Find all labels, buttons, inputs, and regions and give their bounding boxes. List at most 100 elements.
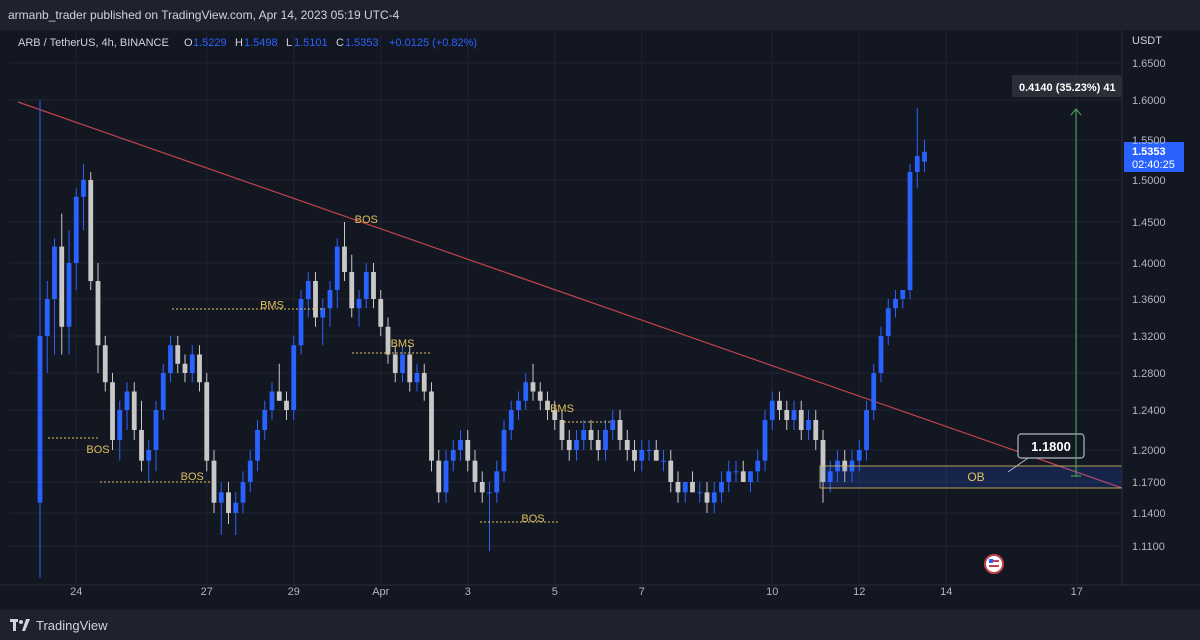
legend-l-label: L: [286, 37, 292, 49]
candle-body: [450, 450, 456, 461]
candle-body: [733, 471, 739, 473]
candle-body: [893, 299, 898, 309]
chart-area[interactable]: BOS BOS BMS BOS BMS BMS BOS OB 1.1800 0.4140 (35…: [0, 30, 1200, 610]
candle-body: [726, 471, 732, 482]
flag-stripe: [989, 560, 999, 562]
candle-body: [313, 281, 318, 318]
legend-symbol: ARB / TetherUS, 4h, BINANCE: [18, 37, 169, 49]
candle-body: [682, 482, 688, 493]
candle-body: [588, 430, 594, 440]
trendline: [17, 101, 1123, 489]
candle-body: [44, 299, 50, 336]
candle-body: [639, 450, 645, 461]
candle-body: [530, 382, 536, 392]
y-tick-label: 1.6000: [1132, 95, 1166, 107]
candle-body: [755, 460, 761, 472]
x-tick-label: 3: [465, 586, 471, 598]
last-price-value: 1.5353: [1132, 146, 1166, 158]
candle-body: [595, 440, 601, 450]
x-tick-label: 14: [940, 586, 952, 598]
legend-h-value: 1.5498: [244, 37, 278, 49]
measure-arrowhead: [1070, 108, 1082, 116]
candle-body: [624, 440, 630, 450]
x-tick-label: 10: [766, 586, 778, 598]
level-badge: [1017, 433, 1085, 459]
x-tick-label: 27: [201, 586, 213, 598]
candle-body: [73, 196, 79, 263]
y-tick-label: 1.2000: [1132, 445, 1166, 457]
candle-body: [704, 492, 710, 503]
candle-body: [501, 430, 507, 472]
candle-body: [653, 450, 659, 461]
legend-o-value: 1.5229: [193, 37, 227, 49]
candle-body: [523, 382, 529, 401]
candle-body: [211, 460, 217, 503]
candle-body: [820, 440, 826, 482]
candle-body: [537, 391, 543, 401]
candle-body: [465, 440, 471, 461]
candle-body: [603, 430, 608, 450]
candle-body: [632, 450, 637, 461]
candle-body: [646, 450, 652, 451]
candle-body: [421, 373, 427, 392]
x-tick-label: 17: [1071, 586, 1083, 598]
candle-body: [552, 410, 558, 420]
candle-body: [66, 263, 72, 327]
candle-body: [769, 400, 775, 420]
candle-body: [813, 420, 819, 440]
candle-body: [458, 440, 463, 450]
tradingview-logo[interactable]: TradingView: [10, 618, 108, 633]
candle-body: [204, 382, 210, 461]
candle-body: [226, 492, 231, 513]
candle-body: [146, 450, 152, 461]
candle-body: [102, 345, 108, 383]
x-tick-label: 24: [70, 586, 82, 598]
y-tick-label: 1.2800: [1132, 368, 1166, 380]
publish-line: armanb_trader published on TradingView.c…: [8, 8, 400, 22]
symbol-legend: ARB / TetherUS, 4h, BINANCE O 1.5229 H 1…: [18, 37, 477, 49]
x-tick-label: 12: [853, 586, 865, 598]
candlestick-chart[interactable]: BOS BOS BMS BOS BMS BMS BOS OB 1.1800 0.4140 (35…: [0, 30, 1200, 610]
candle-body: [487, 492, 492, 494]
candle-body: [711, 492, 717, 503]
bar-countdown: 02:40:25: [1132, 159, 1175, 171]
candle-body: [320, 308, 326, 318]
candle-body: [516, 400, 521, 410]
candle-body: [885, 308, 891, 336]
candle-body: [907, 172, 913, 290]
candle-body: [327, 290, 333, 309]
candle-body: [255, 430, 260, 461]
candle-body: [900, 290, 906, 299]
candle-body: [284, 400, 289, 410]
candle-body: [472, 460, 478, 482]
grid: [10, 30, 1122, 585]
candle-body: [371, 272, 376, 299]
candle-body: [160, 373, 166, 410]
candle-body: [175, 345, 181, 364]
candle-body: [240, 482, 246, 503]
flag-stripe: [989, 565, 999, 567]
y-tick-label: 1.1100: [1132, 541, 1165, 553]
us-flag-icon: [984, 554, 1004, 574]
candle-body: [922, 151, 927, 162]
y-tick-label: 1.6500: [1132, 58, 1166, 70]
candle-body: [668, 460, 674, 482]
candle-body: [784, 410, 790, 420]
candle-body: [218, 492, 224, 503]
x-tick-label: 5: [552, 586, 558, 598]
x-tick-label: 29: [288, 586, 300, 598]
y-tick-label: 1.1400: [1132, 508, 1166, 520]
candle-body: [88, 180, 94, 281]
structure-label: BMS: [391, 338, 415, 350]
candle-body: [479, 482, 485, 493]
candle-body: [690, 482, 695, 493]
candle-body: [139, 430, 144, 461]
candle-body: [610, 420, 616, 430]
candle-body: [762, 420, 768, 461]
candle-body: [305, 281, 311, 299]
candle-body: [494, 471, 500, 493]
candle-body: [276, 391, 282, 401]
candle-body: [349, 272, 355, 309]
structure-label: BOS: [181, 471, 204, 483]
x-tick-label: Apr: [372, 586, 389, 598]
